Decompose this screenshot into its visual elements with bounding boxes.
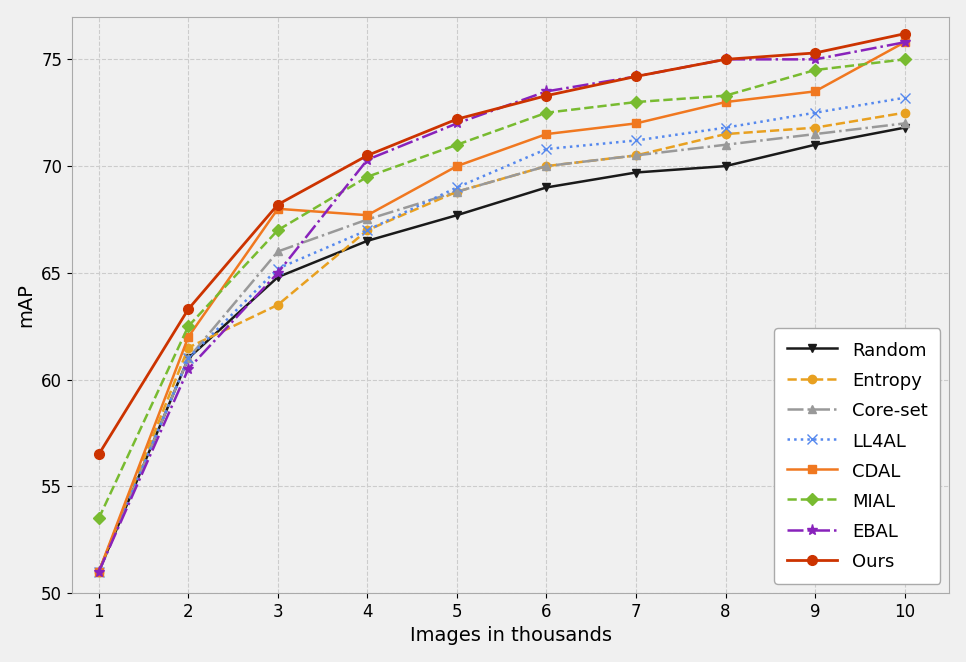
Line: Ours: Ours <box>94 29 909 459</box>
LL4AL <box>361 226 373 234</box>
Ours <box>541 91 553 99</box>
Ours <box>630 72 641 80</box>
Random <box>810 141 821 149</box>
Random <box>720 162 731 170</box>
MIAL <box>541 109 553 117</box>
MIAL <box>720 91 731 99</box>
Legend: Random, Entropy, Core-set, LL4AL, CDAL, MIAL, EBAL, Ours: Random, Entropy, Core-set, LL4AL, CDAL, … <box>775 328 940 584</box>
Ours <box>183 305 194 313</box>
MIAL <box>361 173 373 181</box>
Entropy <box>630 152 641 160</box>
CDAL <box>272 205 284 213</box>
Random <box>630 169 641 177</box>
LL4AL <box>810 109 821 117</box>
EBAL <box>810 56 821 64</box>
EBAL <box>272 269 284 277</box>
Random <box>541 183 553 191</box>
X-axis label: Images in thousands: Images in thousands <box>410 626 611 645</box>
MIAL <box>451 141 463 149</box>
Core-set <box>361 216 373 224</box>
Line: Random: Random <box>95 124 909 576</box>
Ours <box>361 152 373 160</box>
LL4AL <box>183 354 194 362</box>
EBAL <box>541 87 553 95</box>
Entropy <box>810 124 821 132</box>
Random <box>93 568 104 576</box>
Entropy <box>361 226 373 234</box>
Ours <box>93 450 104 458</box>
CDAL <box>93 568 104 576</box>
CDAL <box>183 333 194 341</box>
EBAL <box>720 56 731 64</box>
Entropy <box>541 162 553 170</box>
EBAL <box>361 156 373 164</box>
Random <box>272 273 284 281</box>
Random <box>451 211 463 219</box>
Core-set <box>898 119 910 127</box>
Line: Entropy: Entropy <box>95 109 909 576</box>
CDAL <box>810 87 821 95</box>
CDAL <box>541 130 553 138</box>
CDAL <box>361 211 373 219</box>
Core-set <box>541 162 553 170</box>
LL4AL <box>93 568 104 576</box>
LL4AL <box>898 94 910 102</box>
LL4AL <box>451 183 463 191</box>
EBAL <box>451 119 463 127</box>
Core-set <box>810 130 821 138</box>
CDAL <box>451 162 463 170</box>
EBAL <box>898 38 910 46</box>
EBAL <box>183 365 194 373</box>
MIAL <box>272 226 284 234</box>
Entropy <box>720 130 731 138</box>
Random <box>898 124 910 132</box>
Entropy <box>898 109 910 117</box>
Core-set <box>272 248 284 256</box>
Core-set <box>93 568 104 576</box>
EBAL <box>93 568 104 576</box>
CDAL <box>898 38 910 46</box>
Ours <box>898 30 910 38</box>
LL4AL <box>630 136 641 144</box>
CDAL <box>630 119 641 127</box>
MIAL <box>898 56 910 64</box>
Core-set <box>630 152 641 160</box>
Line: EBAL: EBAL <box>94 36 910 577</box>
Line: LL4AL: LL4AL <box>94 93 909 577</box>
Entropy <box>93 568 104 576</box>
MIAL <box>93 514 104 522</box>
Line: CDAL: CDAL <box>95 38 909 576</box>
Ours <box>272 201 284 209</box>
Ours <box>451 115 463 123</box>
LL4AL <box>541 145 553 153</box>
Entropy <box>183 344 194 352</box>
Line: MIAL: MIAL <box>95 55 909 522</box>
Random <box>361 237 373 245</box>
MIAL <box>630 98 641 106</box>
Ours <box>720 56 731 64</box>
LL4AL <box>720 124 731 132</box>
Core-set <box>720 141 731 149</box>
Core-set <box>183 354 194 362</box>
LL4AL <box>272 265 284 273</box>
Core-set <box>451 188 463 196</box>
EBAL <box>630 72 641 80</box>
MIAL <box>183 322 194 330</box>
Entropy <box>272 301 284 309</box>
CDAL <box>720 98 731 106</box>
Entropy <box>451 188 463 196</box>
Random <box>183 354 194 362</box>
Line: Core-set: Core-set <box>95 119 909 576</box>
MIAL <box>810 66 821 74</box>
Y-axis label: mAP: mAP <box>16 283 36 327</box>
Ours <box>810 49 821 57</box>
